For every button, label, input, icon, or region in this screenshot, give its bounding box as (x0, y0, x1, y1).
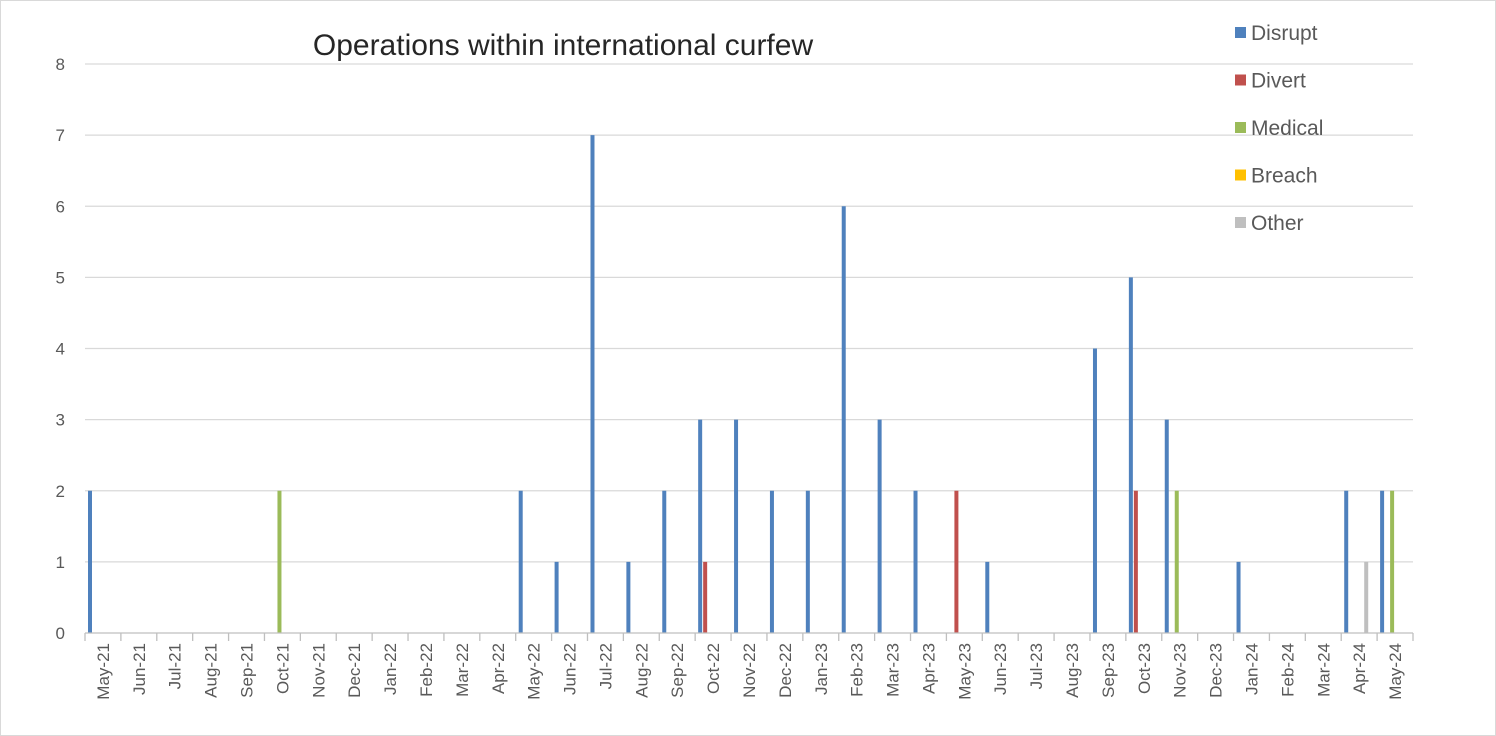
bar-other (1364, 561, 1369, 633)
y-tick-label: 1 (56, 553, 65, 572)
bar-disrupt (769, 490, 774, 633)
bar-disrupt (841, 206, 846, 633)
legend-swatch-medical (1235, 122, 1246, 133)
x-tick-label: Apr-24 (1350, 643, 1369, 694)
bar-disrupt (590, 135, 595, 633)
x-tick-label: Nov-21 (309, 643, 328, 698)
y-tick-label: 0 (56, 624, 65, 643)
x-tick-label: Aug-21 (202, 643, 221, 698)
x-tick-label: May-22 (525, 643, 544, 700)
x-tick-label: May-23 (955, 643, 974, 700)
legend: Disrupt Divert Medical Breach Other (1235, 22, 1323, 235)
y-tick-label: 8 (56, 55, 65, 74)
bar-disrupt (1164, 419, 1169, 633)
x-tick-label: Aug-22 (632, 643, 651, 698)
y-tick-label: 5 (56, 268, 65, 287)
x-tick-label: Jun-23 (991, 643, 1010, 695)
bar-disrupt (1380, 490, 1385, 633)
x-tick-label: Feb-24 (1278, 643, 1297, 697)
x-tick-label: May-21 (94, 643, 113, 700)
bar-disrupt (1344, 490, 1349, 633)
x-tick-label: Jan-22 (381, 643, 400, 695)
bar-medical (1390, 490, 1395, 633)
x-tick-label: Jul-23 (1027, 643, 1046, 689)
x-tick-label: Sep-23 (1099, 643, 1118, 698)
x-tick-label: Oct-21 (273, 643, 292, 694)
x-tick-label: Jul-22 (596, 643, 615, 689)
x-tick-label: Sep-21 (238, 643, 257, 698)
x-tick-label: Feb-23 (848, 643, 867, 697)
bar-disrupt (877, 419, 882, 633)
bar-divert (703, 561, 708, 633)
bar-disrupt (698, 419, 703, 633)
x-tick-label: May-24 (1386, 643, 1405, 700)
y-tick-label: 4 (56, 340, 65, 359)
bar-medical (277, 490, 282, 633)
bar-divert (1133, 490, 1138, 633)
x-tick-label: Dec-21 (345, 643, 364, 698)
legend-label-other: Other (1251, 212, 1304, 235)
bar-medical (1174, 490, 1179, 633)
legend-swatch-other (1235, 217, 1246, 228)
x-tick-label: Dec-22 (776, 643, 795, 698)
legend-swatch-divert (1235, 74, 1246, 86)
legend-label-divert: Divert (1251, 70, 1306, 93)
x-tick-label: Dec-23 (1207, 643, 1226, 698)
bar-divert (954, 490, 959, 633)
bar-disrupt (626, 561, 631, 633)
x-tick-label: Jul-21 (166, 643, 185, 689)
x-tick-label: Oct-22 (704, 643, 723, 694)
bar-disrupt (985, 561, 990, 633)
bar-disrupt (662, 490, 667, 633)
x-tick-label: Mar-23 (884, 643, 903, 697)
legend-label-medical: Medical (1251, 117, 1323, 140)
y-tick-label: 7 (56, 126, 65, 145)
x-tick-label: Nov-22 (740, 643, 759, 698)
x-tick-label: Mar-24 (1314, 643, 1333, 697)
legend-swatch-disrupt (1235, 27, 1246, 38)
legend-label-disrupt: Disrupt (1251, 22, 1318, 45)
bar-disrupt (554, 561, 559, 633)
gridlines (85, 63, 1413, 563)
bars (88, 135, 1395, 633)
x-axis-ticks: May-21 Jun-21 Jul-21 Aug-21 Sep-21 Oct-21 Nov-… (94, 643, 1405, 700)
x-tick-label: Aug-23 (1063, 643, 1082, 698)
x-tick-label: Mar-22 (453, 643, 472, 697)
x-tick-label: Jun-22 (561, 643, 580, 695)
x-tick-label: Jan-23 (812, 643, 831, 695)
bar-disrupt (518, 490, 523, 633)
bar-disrupt (88, 490, 92, 633)
y-tick-label: 3 (56, 411, 65, 430)
chart-title: Operations within international curfew (313, 29, 814, 62)
x-tick-label: Apr-22 (489, 643, 508, 694)
y-tick-label: 2 (56, 482, 65, 501)
bar-disrupt (805, 490, 810, 633)
x-tick-label: Nov-23 (1171, 643, 1190, 698)
x-tick-label: Sep-22 (668, 643, 687, 698)
x-tick-label: Oct-23 (1135, 643, 1154, 694)
bar-disrupt (913, 490, 918, 633)
legend-label-breach: Breach (1251, 165, 1318, 188)
bar-disrupt (1092, 348, 1097, 633)
x-tick-label: Feb-22 (417, 643, 436, 697)
bar-disrupt (1128, 277, 1133, 633)
x-tick-label: Jun-21 (130, 643, 149, 695)
x-axis (84, 632, 1414, 641)
bar-disrupt (1236, 561, 1241, 633)
y-axis-ticks: 0 1 2 3 4 5 6 7 8 (56, 55, 65, 643)
x-tick-label: Apr-23 (919, 643, 938, 694)
y-tick-label: 6 (56, 197, 65, 216)
legend-swatch-breach (1235, 169, 1246, 181)
bar-disrupt (734, 419, 739, 633)
x-tick-label: Jan-24 (1242, 643, 1261, 695)
